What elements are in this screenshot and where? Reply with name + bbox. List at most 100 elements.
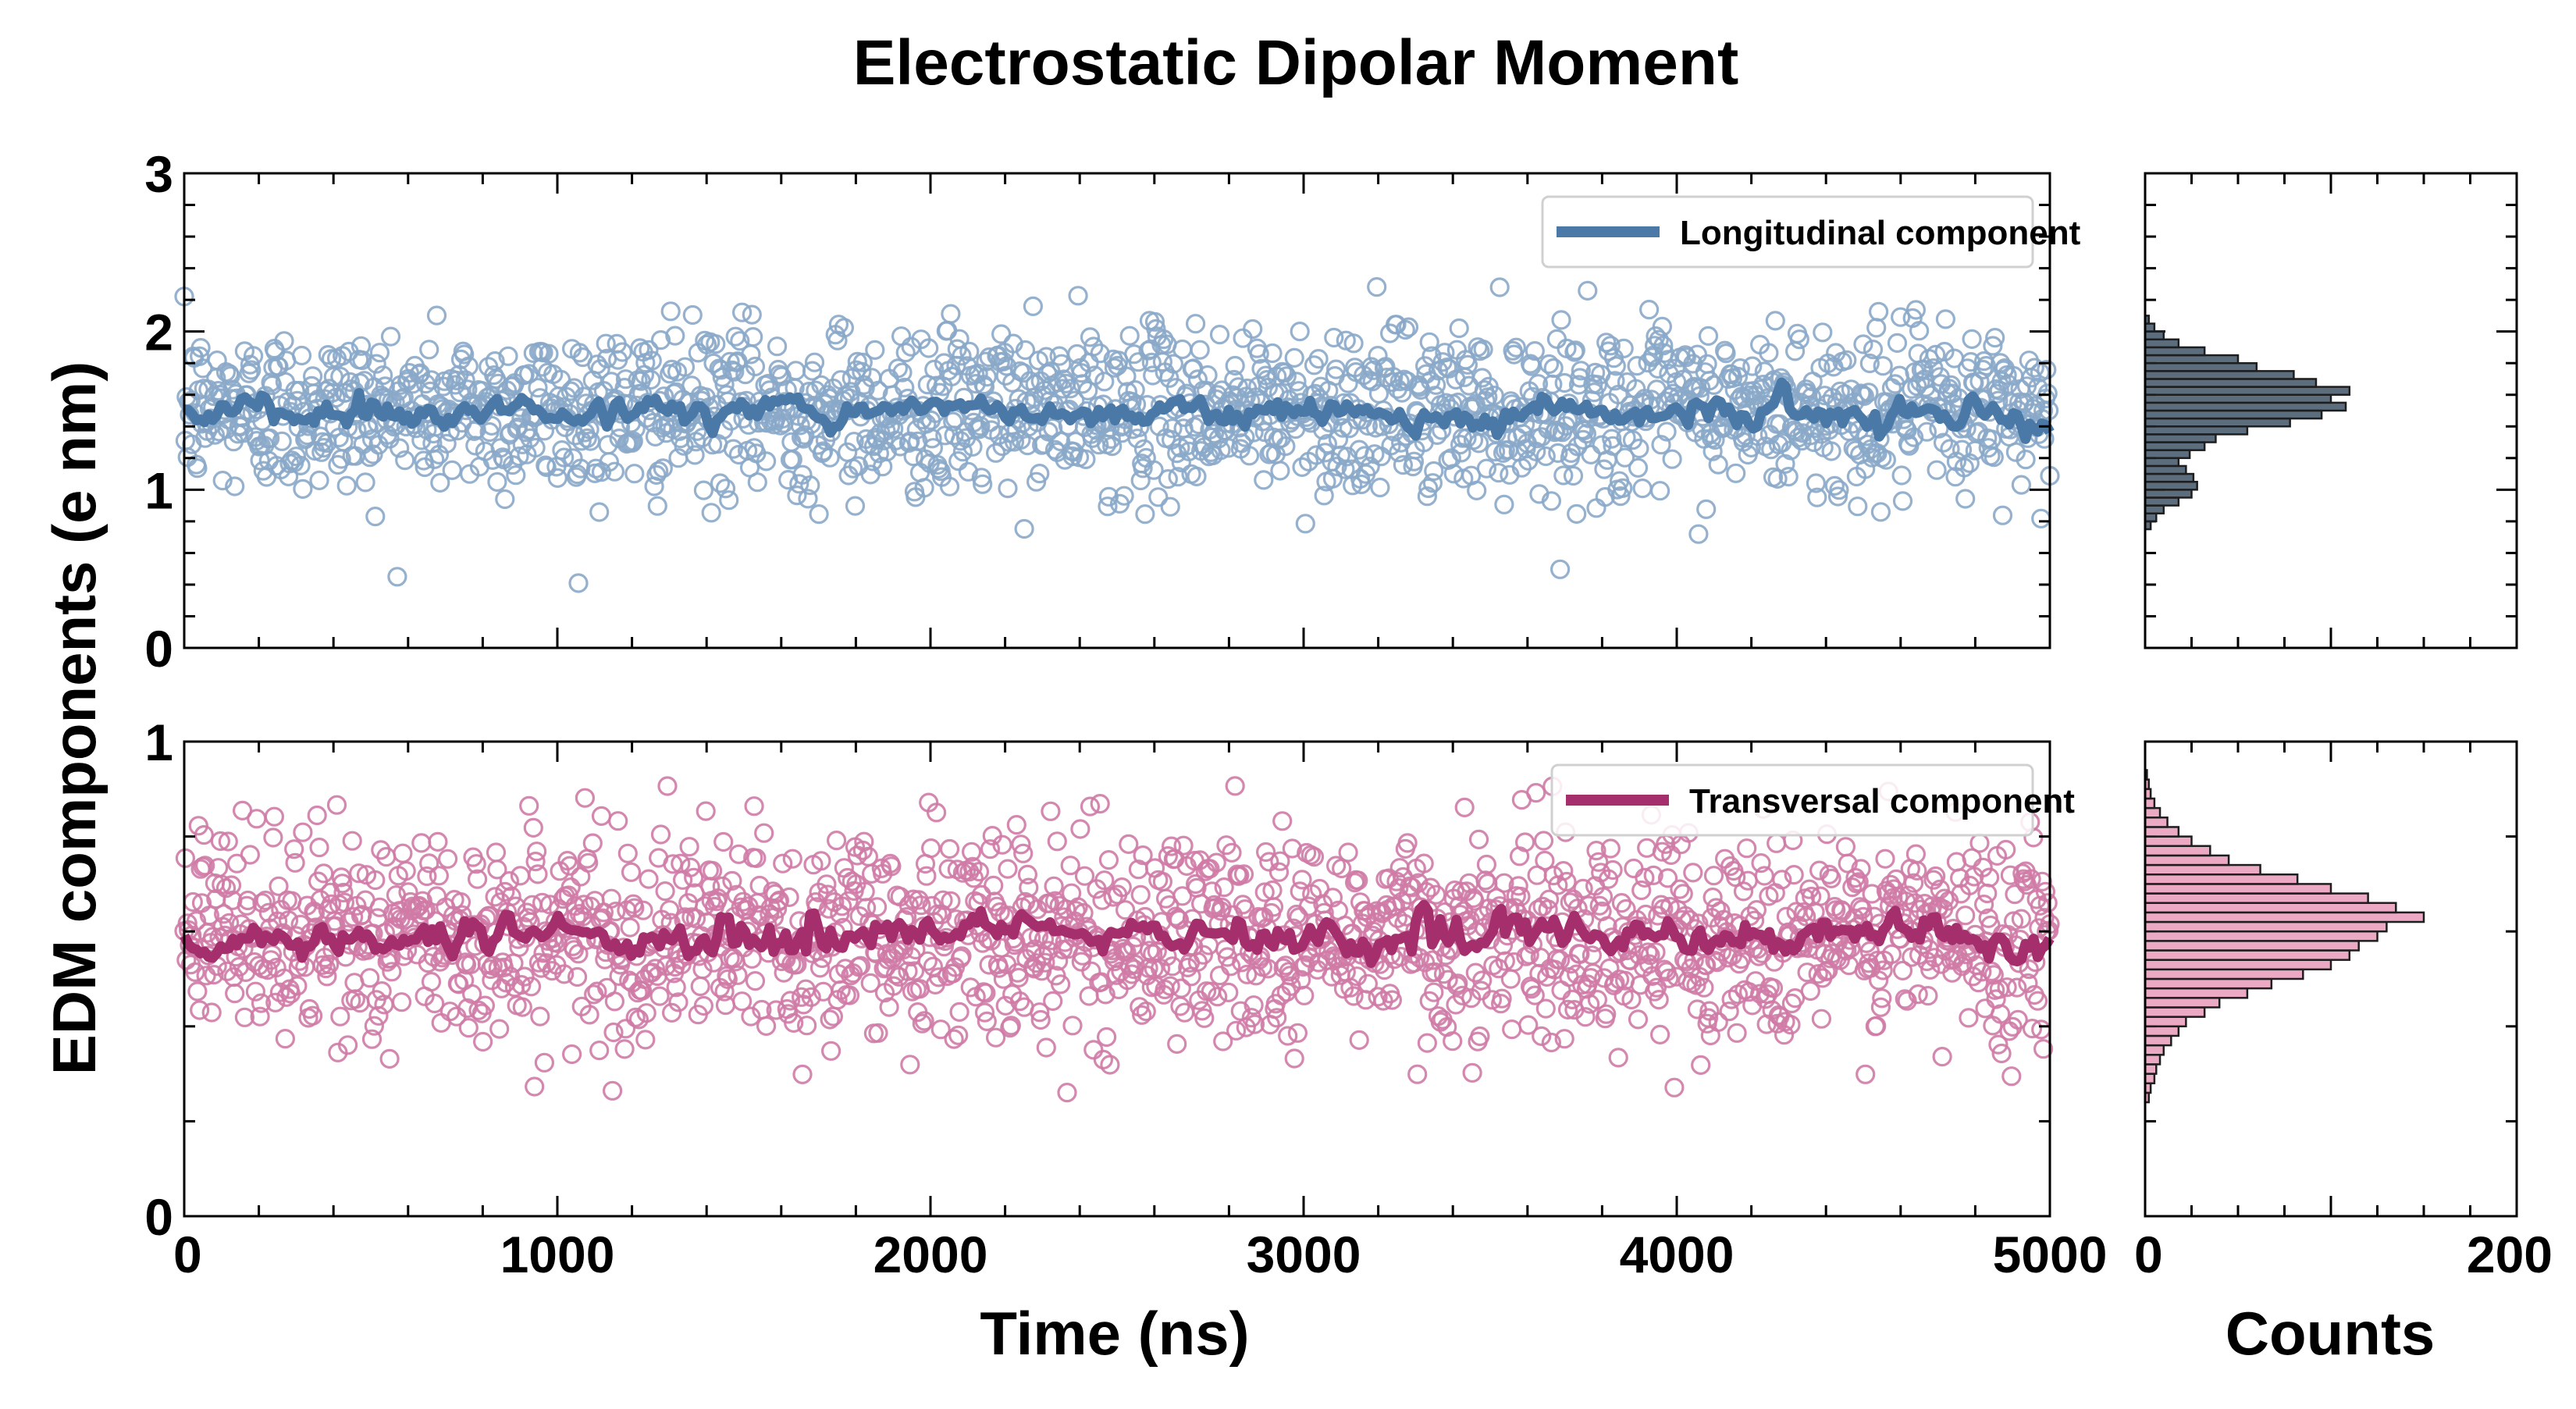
scatter-point bbox=[666, 977, 686, 998]
panel-bottom: 0 1 Transversal component bbox=[144, 713, 2518, 1246]
scatter-point bbox=[421, 971, 442, 992]
scatter-point bbox=[1011, 834, 1031, 855]
scatter-point bbox=[1066, 901, 1086, 921]
histogram-bar bbox=[2144, 854, 2230, 866]
scatter-point bbox=[366, 354, 386, 374]
scatter-point bbox=[1548, 443, 1568, 464]
scatter-point bbox=[587, 354, 607, 375]
scatter-point bbox=[1119, 326, 1140, 346]
scatter-point bbox=[1439, 358, 1460, 379]
scatter-point bbox=[1557, 871, 1577, 892]
scatter-point bbox=[1322, 888, 1343, 908]
scatter-point bbox=[1774, 1025, 1795, 1045]
scatter-point bbox=[1763, 978, 1784, 998]
chart-title: Electrostatic Dipolar Moment bbox=[853, 27, 1739, 98]
scatter-point bbox=[845, 496, 866, 516]
scatter-point bbox=[1659, 968, 1679, 988]
scatter-point bbox=[1959, 453, 1980, 474]
scatter-point bbox=[590, 359, 610, 379]
scatter-point bbox=[1272, 811, 1293, 831]
scatter-point bbox=[287, 976, 308, 996]
scatter-point bbox=[265, 992, 286, 1012]
scatter-point bbox=[1170, 437, 1190, 458]
scatter-point bbox=[1578, 280, 1598, 301]
scatter-point bbox=[542, 960, 562, 981]
scatter-point bbox=[1084, 365, 1105, 386]
scatter-point bbox=[239, 363, 259, 383]
scatter-point bbox=[985, 443, 1006, 463]
scatter-point bbox=[933, 890, 953, 910]
scatter-point bbox=[399, 915, 420, 936]
scatter-point bbox=[1065, 390, 1085, 411]
scatter-point bbox=[621, 862, 642, 882]
histogram-bar bbox=[2144, 949, 2351, 961]
scatter-point bbox=[361, 1029, 382, 1049]
scatter-point bbox=[204, 964, 224, 985]
scatter-point bbox=[387, 567, 407, 587]
scatter-point bbox=[1133, 458, 1153, 479]
scatter-point bbox=[1190, 340, 1210, 360]
scatter-point bbox=[1528, 374, 1549, 394]
scatter-point bbox=[1185, 314, 1206, 334]
hist-x-axis-label: Counts bbox=[2226, 1299, 2435, 1368]
scatter-point bbox=[1541, 1032, 1562, 1053]
scatter-point bbox=[976, 983, 996, 1003]
scatter-point bbox=[290, 380, 310, 401]
scatter-point bbox=[948, 450, 969, 471]
scatter-point bbox=[1489, 462, 1509, 483]
y-tick-label: 3 bbox=[144, 145, 173, 203]
y-axis-label: EDM components (e nm) bbox=[40, 361, 109, 1075]
scatter-point bbox=[1172, 886, 1193, 906]
scatter-point bbox=[617, 843, 638, 863]
scatter-point bbox=[2024, 358, 2044, 378]
scatter-point bbox=[454, 344, 475, 365]
scatter-point bbox=[1206, 852, 1226, 873]
scatter-point bbox=[567, 966, 588, 987]
scatter-point bbox=[1862, 884, 1882, 904]
scatter-point bbox=[1873, 960, 1893, 980]
legend-bottom: Transversal component bbox=[1550, 763, 2075, 837]
scatter-point bbox=[1916, 422, 1937, 442]
scatter-point bbox=[1614, 338, 1634, 358]
scatter-point bbox=[2035, 881, 2055, 902]
scatter-point bbox=[1422, 950, 1443, 970]
scatter-point bbox=[250, 1006, 270, 1027]
scatter-point bbox=[279, 910, 299, 930]
scatter-point bbox=[1114, 486, 1134, 506]
scatter-point bbox=[309, 470, 329, 491]
scatter-point bbox=[1554, 1029, 1574, 1049]
scatter-point bbox=[1038, 422, 1059, 442]
scatter-point bbox=[1102, 436, 1123, 457]
scatter-point bbox=[1974, 894, 1994, 915]
scatter-point bbox=[1972, 962, 1992, 982]
scatter-point bbox=[1686, 975, 1706, 995]
scatter-point bbox=[442, 460, 462, 481]
scatter-point bbox=[1194, 1008, 1215, 1028]
scatter-point bbox=[1673, 884, 1693, 904]
scatter-point bbox=[742, 304, 762, 325]
scatter-point bbox=[1452, 985, 1473, 1006]
scatter-point bbox=[2001, 1066, 2022, 1087]
scatter-point bbox=[769, 890, 790, 911]
scatter-point bbox=[1254, 470, 1274, 490]
scatter-point bbox=[1492, 988, 1512, 1009]
scatter-point bbox=[1074, 866, 1095, 886]
histogram-bar bbox=[2144, 472, 2195, 483]
scatter-point bbox=[1535, 850, 1555, 871]
scatter-point bbox=[190, 1000, 210, 1020]
scatter-point bbox=[1907, 860, 1927, 881]
scatter-point bbox=[1508, 876, 1528, 896]
scatter-point bbox=[373, 365, 393, 386]
scatter-point bbox=[363, 444, 383, 464]
scatter-point bbox=[1370, 477, 1390, 498]
scatter-point bbox=[820, 1041, 841, 1061]
scatter-point bbox=[1856, 1064, 1876, 1084]
scatter-point bbox=[225, 476, 245, 496]
scatter-point bbox=[1209, 325, 1230, 345]
scatter-point bbox=[1222, 842, 1242, 863]
scatter-point bbox=[1139, 941, 1160, 961]
y-tick-label: 2 bbox=[144, 304, 173, 361]
scatter-point bbox=[1398, 317, 1419, 337]
histogram-bar bbox=[2144, 489, 2193, 499]
scatter-point bbox=[1696, 499, 1717, 520]
